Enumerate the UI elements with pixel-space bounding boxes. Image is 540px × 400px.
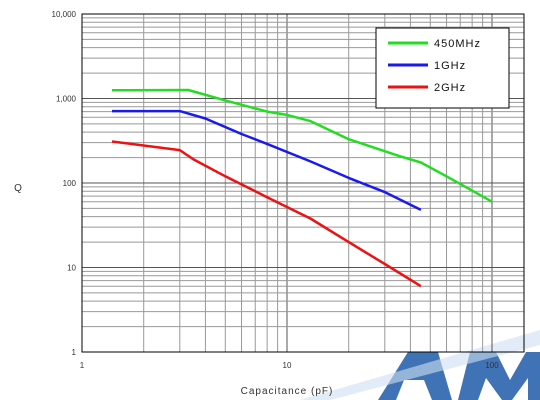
y-tick-label: 1,000 xyxy=(56,95,77,104)
y-tick-label: 10 xyxy=(67,264,76,273)
legend-box xyxy=(375,27,510,109)
plot-area-frame xyxy=(81,13,525,353)
watermark-logo xyxy=(300,330,540,400)
y-tick-label: 100 xyxy=(63,179,77,188)
y-tick-label: 1 xyxy=(72,348,77,357)
series-line-1ghz xyxy=(112,109,422,212)
x-tick-label: 10 xyxy=(283,361,292,370)
x-tick-label: 1 xyxy=(80,361,85,370)
legend-label: 450MHz xyxy=(434,38,481,50)
legend: 450MHz 1GHz 2GHz xyxy=(375,27,510,109)
x-tick-label: 100 xyxy=(485,361,499,370)
y-axis-label: Q xyxy=(14,183,22,194)
x-tick-labels: 1 10 100 xyxy=(80,361,499,370)
x-axis-label: Capacitance (pF) xyxy=(241,386,334,397)
y-tick-labels: 1 10 100 1,000 10,000 xyxy=(52,10,77,357)
y-tick-label: 10,000 xyxy=(52,10,77,19)
legend-label: 2GHz xyxy=(434,82,466,94)
series-line-2ghz xyxy=(111,140,422,288)
series-lines xyxy=(111,88,493,288)
legend-label: 1GHz xyxy=(434,60,466,72)
series-line-450mhz xyxy=(111,88,493,203)
chart-grid xyxy=(81,14,524,353)
